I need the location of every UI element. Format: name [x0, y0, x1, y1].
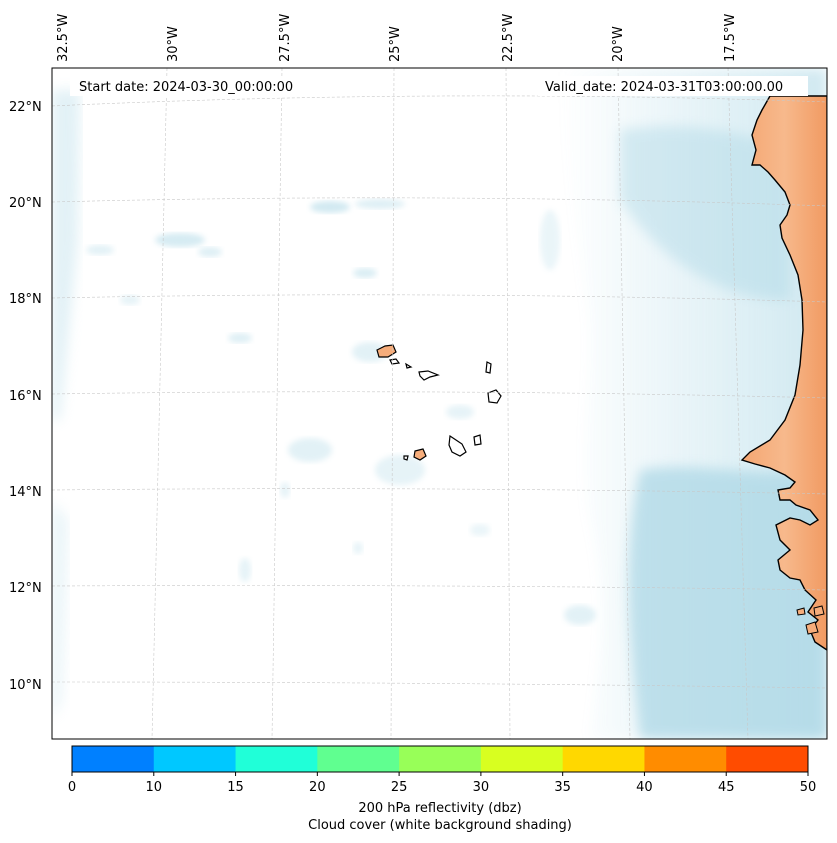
- colorbar-tick-label: 35: [554, 780, 571, 795]
- lat-label-12n: 12°N: [9, 581, 42, 596]
- colorbar-segment: [317, 746, 400, 772]
- lon-label-27-5w: 27.5°W: [278, 14, 293, 62]
- latitude-labels: 22°N 20°N 18°N 16°N 14°N 12°N 10°N: [9, 100, 42, 693]
- colorbar-label: 200 hPa reflectivity (dbz): [358, 801, 522, 816]
- colorbar-segment: [399, 746, 482, 772]
- lon-label-22-5w: 22.5°W: [501, 14, 516, 62]
- colorbar-segment: [562, 746, 645, 772]
- colorbar-segment: [72, 746, 155, 772]
- colorbar-tick-label: 0: [68, 780, 76, 795]
- colorbar-tick-label: 30: [473, 780, 490, 795]
- cape-verde-islands: [376, 344, 502, 461]
- lon-label-17-5w: 17.5°W: [723, 14, 738, 62]
- island-boa-vista: [487, 389, 502, 404]
- colorbar: 0 10 15 20 25 30 35 40 45 50: [68, 745, 817, 795]
- colorbar-tick-label: 40: [636, 780, 653, 795]
- island-sao-nicolau: [418, 370, 440, 381]
- africa-landmass: [740, 95, 827, 651]
- island-sao-vicente: [389, 358, 401, 365]
- island-brava: [403, 455, 409, 461]
- start-date-label: Start date: 2024-03-30_00:00:00: [79, 80, 293, 95]
- colorbar-sublabel: Cloud cover (white background shading): [308, 818, 572, 833]
- colorbar-tick-label: 10: [146, 780, 163, 795]
- lat-label-16n: 16°N: [9, 389, 42, 404]
- colorbar-segment: [644, 746, 727, 772]
- start-date-box: [70, 76, 310, 96]
- cloud-cover-shading: [52, 68, 827, 739]
- lat-label-18n: 18°N: [9, 292, 42, 307]
- colorbar-tick-label: 15: [227, 780, 244, 795]
- island-fogo: [413, 448, 427, 461]
- colorbar-tick-label: 25: [391, 780, 408, 795]
- map-frame: [51, 67, 828, 740]
- island-santiago: [448, 434, 467, 457]
- colorbar-tick-label: 50: [800, 780, 817, 795]
- lon-label-32-5w: 32.5°W: [56, 14, 71, 62]
- longitude-labels: 32.5°W 30°W 27.5°W 25°W 22.5°W 20°W 17.5…: [56, 14, 738, 62]
- island-santa-luzia: [405, 362, 413, 369]
- colorbar-segment: [480, 746, 564, 772]
- graticule: [52, 68, 827, 739]
- island-sal: [485, 361, 492, 374]
- lat-label-14n: 14°N: [9, 485, 42, 500]
- island-santo-antao: [376, 344, 397, 358]
- lat-label-22n: 22°N: [9, 100, 42, 115]
- colorbar-tick-label: 45: [718, 780, 735, 795]
- colorbar-segment: [726, 746, 809, 772]
- colorbar-segment: [235, 746, 318, 772]
- valid-date-box: [538, 76, 808, 96]
- lat-label-20n: 20°N: [9, 196, 42, 211]
- lat-label-10n: 10°N: [9, 678, 42, 693]
- island-maio: [473, 434, 482, 446]
- valid-date-label: Valid_date: 2024-03-31T03:00:00.00: [545, 80, 783, 95]
- map-area: Start date: 2024-03-30_00:00:00 Valid_da…: [52, 68, 827, 739]
- colorbar-frame: [71, 745, 809, 773]
- lon-label-20w: 20°W: [611, 26, 626, 62]
- bissagos-islands: [796, 605, 825, 635]
- colorbar-tick-label: 20: [309, 780, 326, 795]
- colorbar-segment: [153, 746, 237, 772]
- lon-label-30w: 30°W: [166, 26, 181, 62]
- lon-label-25w: 25°W: [388, 26, 403, 62]
